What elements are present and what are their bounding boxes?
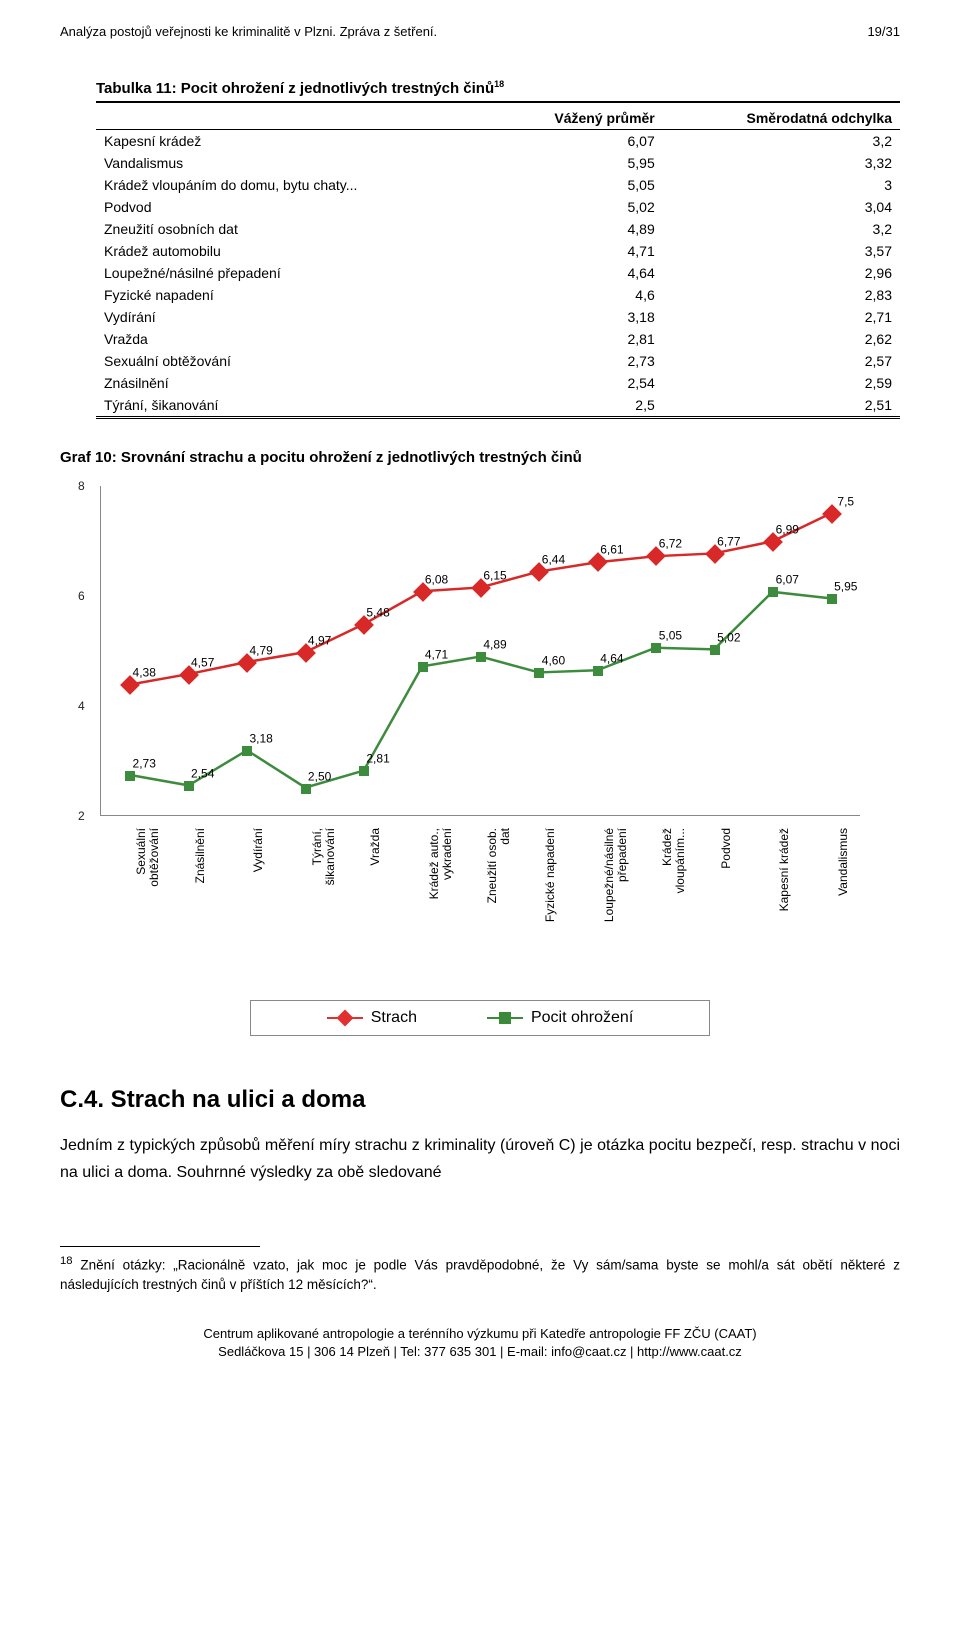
chart-title: Graf 10: Srovnání strachu a pocitu ohrož… (60, 449, 900, 466)
table-row: Podvod5,023,04 (96, 196, 900, 218)
xlabel: Fyzické napadení (544, 828, 557, 968)
footnote-separator (60, 1246, 260, 1247)
chart-point (242, 746, 252, 756)
col-2: Směrodatná odchylka (663, 107, 900, 130)
chart-point (359, 766, 369, 776)
chart-point (125, 771, 135, 781)
footnote: 18 Znění otázky: „Racionálně vzato, jak … (60, 1253, 900, 1295)
chart-point-label: 4,71 (425, 647, 448, 661)
chart-point-label: 4,64 (600, 651, 623, 665)
chart-point-label: 6,44 (542, 552, 565, 566)
chart-point-label: 5,02 (717, 630, 740, 644)
chart-point-label: 6,61 (600, 543, 623, 557)
col-0 (96, 107, 492, 130)
chart-area: 2 4 6 8 4,38 4,57 4,79 4,97 5,48 6,08 6,15 6,44 6,6… (60, 476, 900, 1036)
chart-point (184, 781, 194, 791)
table-row: Kapesní krádež6,073,2 (96, 130, 900, 153)
table-row: Krádež vloupáním do domu, bytu chaty...5… (96, 174, 900, 196)
xlabel: Týrání, šikanování (311, 828, 337, 968)
chart-legend: Strach Pocit ohrožení (250, 1000, 710, 1036)
chart-point-label: 2,54 (191, 767, 214, 781)
chart-point (651, 643, 661, 653)
ytick: 4 (78, 699, 85, 713)
legend-pocit: Pocit ohrožení (531, 1009, 633, 1027)
ytick: 6 (78, 589, 85, 603)
chart-point-label: 4,38 (133, 665, 156, 679)
chart-point-label: 2,50 (308, 769, 331, 783)
xlabel: Krádež vloupáním... (661, 828, 687, 968)
header-left: Analýza postojů veřejnosti ke kriminalit… (60, 24, 437, 39)
table-title: Tabulka 11: Pocit ohrožení z jednotlivýc… (96, 79, 900, 103)
chart-point-label: 6,72 (659, 537, 682, 551)
chart-plot: 4,38 4,57 4,79 4,97 5,48 6,08 6,15 6,44 6,61 6,72… (100, 486, 860, 816)
chart-point-label: 5,95 (834, 579, 857, 593)
chart-point (710, 645, 720, 655)
page-header: Analýza postojů veřejnosti ke kriminalit… (60, 24, 900, 39)
chart-point-label: 6,07 (776, 573, 799, 587)
chart-point-label: 4,79 (249, 643, 272, 657)
xlabel: Vandalismus (837, 828, 850, 968)
table-row: Vydírání3,182,71 (96, 306, 900, 328)
data-table: Vážený průměr Směrodatná odchylka Kapesn… (96, 107, 900, 419)
xlabel: Krádež auto., vykradení (428, 828, 454, 968)
chart-point-label: 6,77 (717, 534, 740, 548)
chart-point (534, 668, 544, 678)
chart-point-label: 4,60 (542, 653, 565, 667)
xlabel: Kapesní krádež (778, 828, 791, 968)
chart-point (827, 594, 837, 604)
chart-point-label: 4,97 (308, 633, 331, 647)
chart-point-label: 4,57 (191, 655, 214, 669)
table-row: Týrání, šikanování2,52,51 (96, 394, 900, 418)
chart-point-label: 3,18 (249, 731, 272, 745)
xlabel: Zneužití osob. dat (486, 828, 512, 968)
chart-point-label: 6,15 (483, 568, 506, 582)
page-footer: Centrum aplikované antropologie a terénn… (60, 1325, 900, 1361)
table-row: Sexuální obtěžování2,732,57 (96, 350, 900, 372)
section-heading: C.4. Strach na ulici a doma (60, 1086, 900, 1114)
chart-point-label: 4,89 (483, 637, 506, 651)
footer-line2: Sedláčkova 15 | 306 14 Plzeň | Tel: 377 … (60, 1343, 900, 1361)
chart-point-label: 2,81 (366, 752, 389, 766)
xlabel: Sexuální obtěžování (135, 828, 161, 968)
chart-point-label: 5,05 (659, 629, 682, 643)
xlabel: Podvod (720, 828, 733, 968)
table-row: Vandalismus5,953,32 (96, 152, 900, 174)
chart-point-label: 7,5 (837, 494, 854, 508)
table-row: Fyzické napadení4,62,83 (96, 284, 900, 306)
table-row: Zneužití osobních dat4,893,2 (96, 218, 900, 240)
chart-point (768, 587, 778, 597)
ytick: 8 (78, 479, 85, 493)
xlabel: Vydírání (252, 828, 265, 968)
chart-point (593, 666, 603, 676)
chart-point (476, 652, 486, 662)
table-row: Znásilnění2,542,59 (96, 372, 900, 394)
table-row: Loupežné/násilné přepadení4,642,96 (96, 262, 900, 284)
xlabel: Vražda (369, 828, 382, 968)
col-1: Vážený průměr (492, 107, 663, 130)
ytick: 2 (78, 809, 85, 823)
chart-point (301, 784, 311, 794)
table-row: Vražda2,812,62 (96, 328, 900, 350)
header-right: 19/31 (867, 24, 900, 39)
chart-point-label: 6,08 (425, 572, 448, 586)
chart-point-label: 5,48 (366, 605, 389, 619)
table-row: Krádež automobilu4,713,57 (96, 240, 900, 262)
chart-point-label: 6,99 (776, 522, 799, 536)
xlabel: Znásilnění (194, 828, 207, 968)
xlabel: Loupežné/násilné přepadení (603, 828, 629, 968)
footer-line1: Centrum aplikované antropologie a terénn… (60, 1325, 900, 1343)
legend-strach: Strach (371, 1009, 417, 1027)
chart-point-label: 2,73 (133, 756, 156, 770)
chart-point (418, 662, 428, 672)
section-body: Jedním z typických způsobů měření míry s… (60, 1132, 900, 1186)
